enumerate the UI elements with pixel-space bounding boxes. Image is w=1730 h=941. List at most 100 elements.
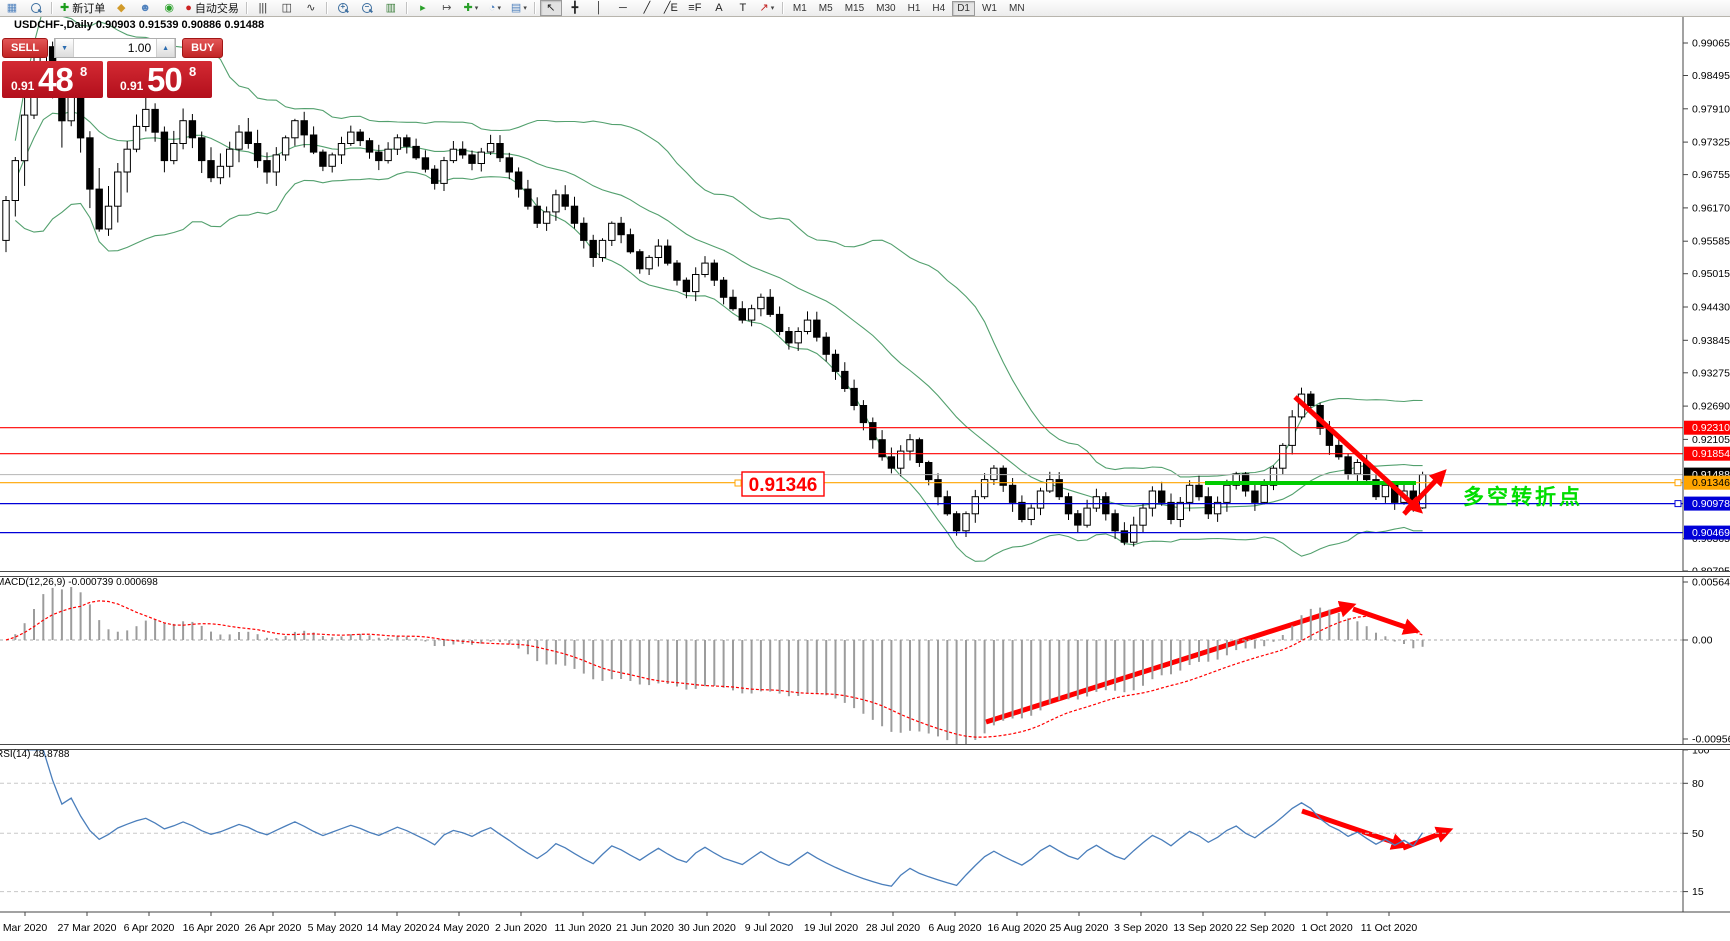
equidistant-channel-button[interactable]: ╱E bbox=[660, 0, 682, 16]
trendline-icon: ╱ bbox=[643, 1, 651, 14]
sell-price-tile[interactable]: 0.91 48 8 bbox=[2, 61, 103, 98]
new-order-button[interactable]: ✚ 新订单 bbox=[57, 0, 108, 16]
time-axis[interactable]: Mar 2020 27 Mar 2020 6 Apr 2020 16 Apr 2020… bbox=[3, 912, 1418, 934]
timeframe-d1-button[interactable]: D1 bbox=[952, 0, 975, 16]
line-handle[interactable] bbox=[1674, 479, 1682, 487]
bar-chart-button[interactable]: ||| bbox=[252, 0, 274, 16]
indicators-button[interactable]: ✚ ▾ bbox=[460, 0, 482, 16]
data-window-icon[interactable] bbox=[25, 0, 47, 16]
pivot-annotation-text[interactable]: 多空转折点 bbox=[1463, 485, 1583, 509]
candle bbox=[170, 130, 178, 165]
autotrading-button[interactable]: ● 自动交易 bbox=[182, 0, 242, 16]
timeframe-w1-button[interactable]: W1 bbox=[981, 2, 997, 14]
horizontal-line-button[interactable]: ─ bbox=[612, 0, 634, 16]
cursor-button[interactable]: ↖ bbox=[539, 0, 562, 16]
templates-icon: ▤ bbox=[510, 1, 522, 14]
sell-button[interactable]: SELL bbox=[2, 38, 49, 58]
svg-text:28 Jul 2020: 28 Jul 2020 bbox=[866, 922, 920, 934]
text-icon: A bbox=[715, 1, 723, 14]
trendline-button[interactable]: ╱ bbox=[636, 0, 658, 16]
text-label-icon: T bbox=[739, 1, 747, 14]
rsi-up-arrow[interactable] bbox=[1402, 826, 1454, 851]
magnifier-icon bbox=[31, 3, 41, 13]
chart-shift-button[interactable]: ↦ bbox=[436, 0, 458, 16]
candle bbox=[570, 196, 579, 229]
candlestick-icon: ◫ bbox=[281, 1, 293, 14]
fibonacci-icon: ≡F bbox=[688, 1, 702, 14]
main-down-arrow[interactable] bbox=[1293, 395, 1424, 514]
arrows-icon: ↗ bbox=[759, 1, 769, 14]
new-order-button-label: 新订单 bbox=[72, 3, 106, 15]
volume-increase-button[interactable]: ▲ bbox=[156, 39, 176, 57]
signals-icon[interactable]: ◉ bbox=[158, 0, 180, 16]
arrows-button[interactable]: ↗ ▾ bbox=[756, 0, 778, 16]
text-label-button[interactable]: T bbox=[732, 0, 754, 16]
pane-separator[interactable] bbox=[0, 571, 1730, 577]
svg-text:2 Jun 2020: 2 Jun 2020 bbox=[495, 922, 547, 934]
chevron-down-icon: ▾ bbox=[497, 5, 501, 12]
candle bbox=[449, 141, 458, 164]
sell-price-digits: 48 bbox=[38, 61, 74, 98]
candle bbox=[654, 239, 663, 267]
main-up-arrow[interactable] bbox=[1402, 469, 1447, 516]
vertical-line-button[interactable]: │ bbox=[588, 0, 610, 16]
periods-button[interactable]: ◔ ▾ bbox=[484, 0, 506, 16]
timeframe-m30-button[interactable]: M30 bbox=[876, 2, 896, 14]
candle bbox=[1092, 488, 1101, 512]
chart-window-icon[interactable]: ▦ bbox=[1, 0, 23, 16]
navigator-icon[interactable]: ☻ bbox=[134, 0, 156, 16]
svg-text:30 Jun 2020: 30 Jun 2020 bbox=[678, 922, 736, 934]
volume-input[interactable]: 1.00 bbox=[127, 41, 152, 55]
candle bbox=[114, 163, 122, 223]
pane-separator[interactable] bbox=[0, 744, 1730, 750]
candle bbox=[375, 144, 383, 171]
svg-text:0.93845: 0.93845 bbox=[1692, 335, 1730, 347]
candlestick-button[interactable]: ◫ bbox=[276, 0, 298, 16]
tile-windows-button[interactable]: ▥ bbox=[380, 0, 402, 16]
timeframe-h1-button[interactable]: H1 bbox=[907, 2, 921, 14]
candle bbox=[104, 186, 113, 236]
timeframe-m1-button[interactable]: M1 bbox=[792, 2, 807, 14]
candle bbox=[1120, 522, 1129, 546]
macd-up-arrow[interactable] bbox=[985, 600, 1357, 725]
one-click-trading-panel: SELL ▼ 1.00 ▲ BUY 0.91 48 8 0.91 50 8 bbox=[2, 38, 224, 98]
line-handle[interactable] bbox=[1674, 500, 1682, 508]
candle bbox=[235, 125, 243, 163]
candle bbox=[952, 511, 961, 536]
svg-text:22 Sep 2020: 22 Sep 2020 bbox=[1235, 922, 1295, 934]
buy-price-tile[interactable]: 0.91 50 8 bbox=[107, 61, 212, 98]
zoom-out-button[interactable]: − bbox=[356, 0, 378, 16]
price-axis[interactable]: 0.99065 0.98495 0.97910 0.97325 0.96755 0.961… bbox=[0, 16, 1730, 913]
bollinger-bands bbox=[14, 16, 1423, 562]
candle bbox=[244, 118, 253, 149]
candle bbox=[207, 147, 215, 183]
market-watch-icon-icon: ◆ bbox=[116, 1, 126, 14]
market-watch-icon[interactable]: ◆ bbox=[110, 0, 132, 16]
vertical-line-icon: │ bbox=[595, 1, 603, 14]
svg-text:0.90469: 0.90469 bbox=[1692, 527, 1730, 539]
candle bbox=[794, 327, 802, 351]
zoom-in-button[interactable]: + bbox=[332, 0, 354, 16]
text-button[interactable]: A bbox=[708, 0, 730, 16]
candle bbox=[11, 157, 20, 217]
line-chart-button[interactable]: ∿ bbox=[300, 0, 322, 16]
svg-text:25 Aug 2020: 25 Aug 2020 bbox=[1050, 922, 1109, 934]
timeframe-m5-button[interactable]: M5 bbox=[818, 2, 833, 14]
price-note-0.91346[interactable]: 0.91346 bbox=[734, 471, 825, 497]
timeframe-mn-button[interactable]: MN bbox=[1008, 2, 1025, 14]
candle bbox=[598, 238, 607, 262]
fibonacci-button[interactable]: ≡F bbox=[684, 0, 706, 16]
candle bbox=[664, 239, 672, 266]
svg-text:14 May 2020: 14 May 2020 bbox=[367, 922, 428, 934]
buy-button[interactable]: BUY bbox=[182, 38, 224, 58]
candle bbox=[253, 129, 262, 168]
crosshair-button[interactable]: ╋ bbox=[564, 0, 586, 16]
timeframe-h4-button[interactable]: H4 bbox=[932, 2, 946, 14]
candle bbox=[915, 437, 924, 467]
templates-button[interactable]: ▤ ▾ bbox=[508, 0, 530, 16]
timeframe-m15-button[interactable]: M15 bbox=[844, 2, 865, 14]
volume-decrease-button[interactable]: ▼ bbox=[55, 39, 75, 57]
auto-scroll-button[interactable]: ▸ bbox=[412, 0, 434, 16]
signals-icon-icon: ◉ bbox=[164, 1, 175, 14]
